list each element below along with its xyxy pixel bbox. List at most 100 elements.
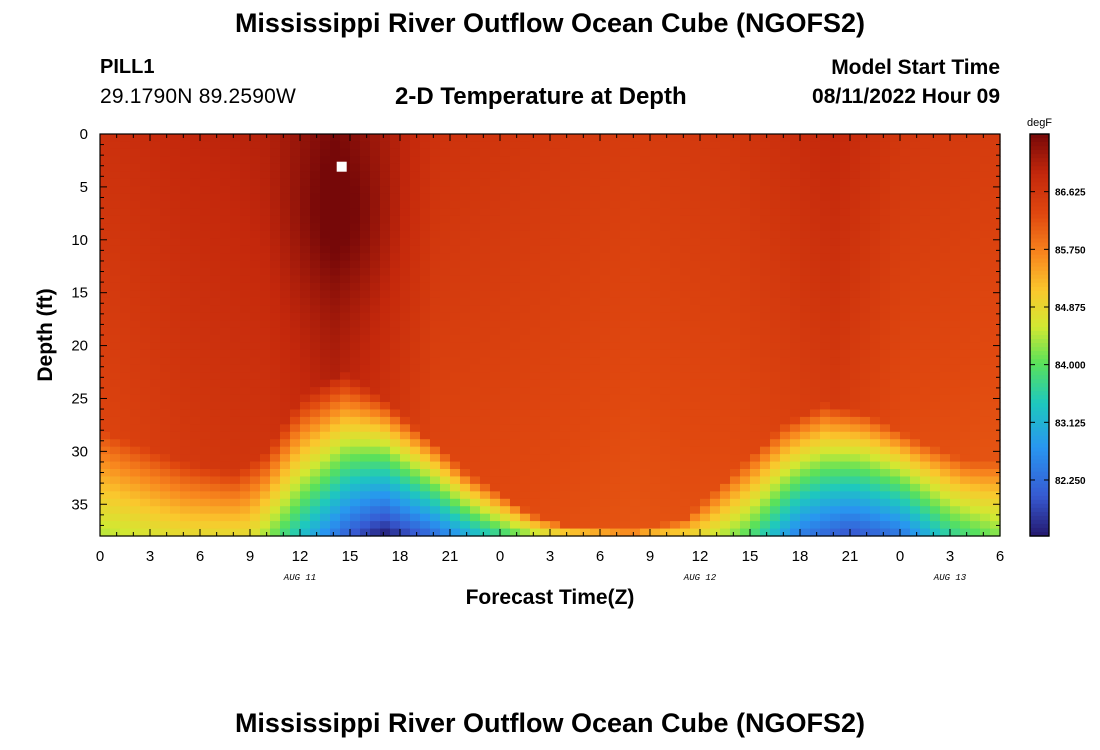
heatmap-cell bbox=[340, 357, 351, 366]
heatmap-cell bbox=[190, 178, 201, 187]
heatmap-cell bbox=[430, 335, 441, 344]
heatmap-cell bbox=[200, 223, 211, 232]
heatmap-cell bbox=[670, 476, 681, 485]
heatmap-cell bbox=[480, 201, 491, 210]
heatmap-cell bbox=[530, 327, 541, 336]
heatmap-cell bbox=[340, 305, 351, 314]
heatmap-cell bbox=[100, 208, 111, 217]
heatmap-cell bbox=[650, 141, 661, 150]
heatmap-cell bbox=[800, 238, 811, 247]
heatmap-cell bbox=[250, 476, 261, 485]
heatmap-cell bbox=[700, 521, 711, 530]
heatmap-cell bbox=[360, 215, 371, 224]
heatmap-cell bbox=[200, 297, 211, 306]
heatmap-cell bbox=[650, 312, 661, 321]
heatmap-cell bbox=[180, 476, 191, 485]
heatmap-cell bbox=[730, 141, 741, 150]
heatmap-cell bbox=[450, 238, 461, 247]
heatmap-cell bbox=[160, 141, 171, 150]
heatmap-cell bbox=[220, 297, 231, 306]
heatmap-cell bbox=[350, 245, 361, 254]
heatmap-cell bbox=[700, 498, 711, 507]
heatmap-cell bbox=[940, 245, 951, 254]
heatmap-cell bbox=[480, 491, 491, 500]
heatmap-cell bbox=[650, 215, 661, 224]
heatmap-cell bbox=[680, 372, 691, 381]
heatmap-cell bbox=[990, 260, 1001, 269]
heatmap-cell bbox=[790, 349, 801, 358]
heatmap-cell bbox=[700, 431, 711, 440]
heatmap-cell bbox=[540, 357, 551, 366]
heatmap-cell bbox=[240, 506, 251, 515]
heatmap-cell bbox=[530, 312, 541, 321]
heatmap-cell bbox=[750, 148, 761, 157]
heatmap-cell bbox=[400, 387, 411, 396]
heatmap-cell bbox=[140, 513, 151, 522]
heatmap-cell bbox=[940, 141, 951, 150]
heatmap-cell bbox=[980, 394, 991, 403]
heatmap-cell bbox=[510, 141, 521, 150]
heatmap-cell bbox=[930, 424, 941, 433]
heatmap-cell bbox=[110, 409, 121, 418]
heatmap-cell bbox=[170, 498, 181, 507]
heatmap-cell bbox=[710, 245, 721, 254]
heatmap-cell bbox=[440, 148, 451, 157]
heatmap-cell bbox=[710, 253, 721, 262]
heatmap-cell bbox=[230, 163, 241, 172]
heatmap-cell bbox=[880, 320, 891, 329]
heatmap-cell bbox=[990, 506, 1001, 515]
heatmap-cell bbox=[850, 431, 861, 440]
heatmap-cell bbox=[370, 454, 381, 463]
heatmap-cell bbox=[430, 305, 441, 314]
heatmap-cell bbox=[390, 491, 401, 500]
heatmap-cell bbox=[230, 230, 241, 239]
heatmap-cell bbox=[760, 387, 771, 396]
heatmap-cell bbox=[600, 469, 611, 478]
heatmap-cell bbox=[700, 372, 711, 381]
heatmap-cell bbox=[640, 506, 651, 515]
heatmap-cell bbox=[640, 290, 651, 299]
heatmap-cell bbox=[500, 297, 511, 306]
heatmap-cell bbox=[330, 394, 341, 403]
heatmap-cell bbox=[920, 186, 931, 195]
heatmap-cell bbox=[170, 171, 181, 180]
heatmap-cell bbox=[430, 201, 441, 210]
heatmap-cell bbox=[730, 320, 741, 329]
heatmap-cell bbox=[590, 312, 601, 321]
heatmap-cell bbox=[310, 454, 321, 463]
heatmap-cell bbox=[360, 320, 371, 329]
heatmap-cell bbox=[810, 290, 821, 299]
heatmap-cell bbox=[920, 141, 931, 150]
heatmap-cell bbox=[250, 394, 261, 403]
heatmap-cell bbox=[520, 312, 531, 321]
heatmap-cell bbox=[940, 134, 951, 143]
heatmap-cell bbox=[460, 416, 471, 425]
heatmap-cell bbox=[160, 498, 171, 507]
heatmap-cell bbox=[590, 282, 601, 291]
heatmap-cell bbox=[170, 379, 181, 388]
heatmap-cell bbox=[330, 431, 341, 440]
heatmap-cell bbox=[130, 156, 141, 165]
heatmap-cell bbox=[730, 424, 741, 433]
heatmap-cell bbox=[520, 156, 531, 165]
heatmap-cell bbox=[200, 409, 211, 418]
heatmap-cell bbox=[140, 461, 151, 470]
heatmap-cell bbox=[200, 268, 211, 277]
heatmap-cell bbox=[320, 178, 331, 187]
heatmap-cell bbox=[310, 193, 321, 202]
heatmap-cell bbox=[990, 148, 1001, 157]
heatmap-cell bbox=[930, 268, 941, 277]
heatmap-cell bbox=[310, 134, 321, 143]
heatmap-cell bbox=[140, 238, 151, 247]
heatmap-cell bbox=[190, 357, 201, 366]
heatmap-cell bbox=[940, 290, 951, 299]
heatmap-cell bbox=[880, 498, 891, 507]
heatmap-cell bbox=[520, 387, 531, 396]
heatmap-cell bbox=[130, 134, 141, 143]
heatmap-cell bbox=[960, 253, 971, 262]
heatmap-cell bbox=[960, 476, 971, 485]
heatmap-cell bbox=[310, 469, 321, 478]
heatmap-cell bbox=[280, 483, 291, 492]
heatmap-cell bbox=[610, 253, 621, 262]
heatmap-cell bbox=[480, 342, 491, 351]
